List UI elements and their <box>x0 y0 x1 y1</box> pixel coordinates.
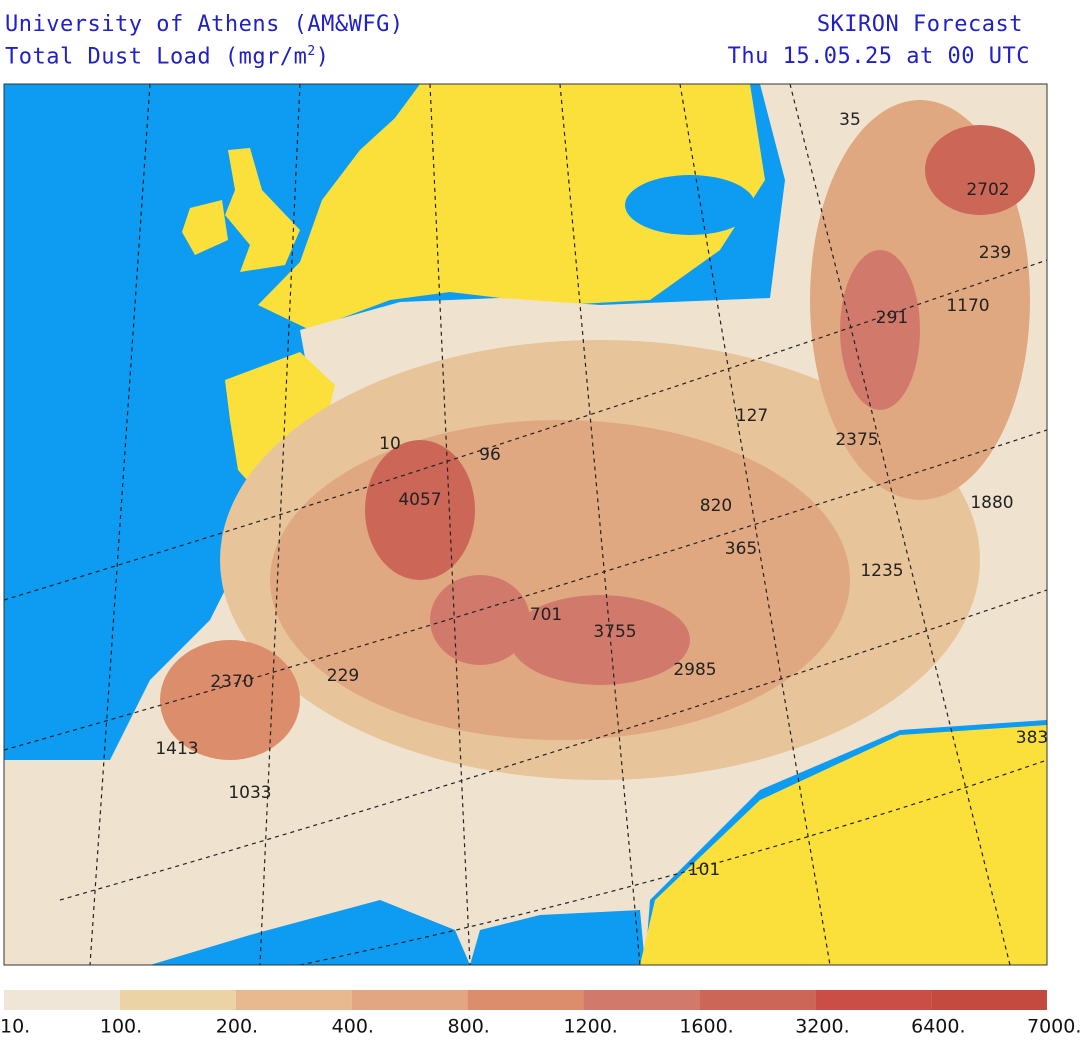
ireland <box>182 200 228 255</box>
dust-1600-a <box>365 440 475 580</box>
colorbar-label: 3200. <box>795 1016 849 1038</box>
frame <box>3 83 1048 966</box>
map-label: 2985 <box>673 660 716 680</box>
map-label: 35 <box>839 110 861 130</box>
dust-400 <box>270 420 850 740</box>
dust-1600-e <box>925 125 1035 215</box>
map-label: 291 <box>876 308 908 328</box>
map-label: 383 <box>1016 728 1048 748</box>
map-label: 820 <box>700 496 732 516</box>
map-label: 10 <box>379 434 401 454</box>
europe-land <box>258 84 765 330</box>
colorbar-swatch <box>699 990 816 1010</box>
graticule <box>4 84 1047 965</box>
colorbar-swatch <box>119 990 236 1010</box>
colorbar-label: 7000. <box>1027 1016 1080 1038</box>
map-label: 1235 <box>860 561 903 581</box>
map-label: 2375 <box>835 430 878 450</box>
parallels <box>4 259 1047 965</box>
colorbar: 10. 100. 200. 400. 800. 1200. 1600. 3200. 6400. 7… <box>0 990 1080 1038</box>
map-label: 4057 <box>398 490 441 510</box>
colorbar-swatch <box>583 990 700 1010</box>
forecast-title: SKIRON Forecast <box>816 12 1023 37</box>
map-label: 127 <box>736 406 768 426</box>
meridians <box>89 84 1011 965</box>
map-label: 101 <box>688 860 720 880</box>
map-label: 2370 <box>210 672 253 692</box>
colorbar-label: 100. <box>100 1016 142 1038</box>
subtitle-text: Total Dust Load (mgr/m <box>5 44 308 70</box>
colorbar-label: 10. <box>0 1016 30 1038</box>
colorbar-swatch <box>815 990 932 1010</box>
africa-south-land <box>640 725 1047 965</box>
subtitle-end: ) <box>315 44 330 70</box>
dust-1600-b <box>510 595 690 685</box>
map-label: 1170 <box>946 296 989 316</box>
subtitle: Total Dust Load (mgr/m2) <box>5 44 329 69</box>
map-label: 365 <box>725 539 757 559</box>
map-label: 1880 <box>970 493 1013 513</box>
map-label: 1413 <box>155 739 198 759</box>
colorbar-label: 1200. <box>563 1016 617 1038</box>
britain <box>225 148 300 272</box>
colorbar-label: 6400. <box>911 1016 965 1038</box>
forecast-time: Thu 15.05.25 at 00 UTC <box>727 44 1030 69</box>
colorbar-label: 800. <box>448 1016 490 1038</box>
gulf-of-guinea <box>470 910 645 965</box>
map-label: 96 <box>479 445 501 465</box>
colorbar-swatch <box>4 990 120 1010</box>
colorbar-swatch <box>351 990 468 1010</box>
colorbar-swatch <box>931 990 1047 1010</box>
map-label: 2702 <box>966 180 1009 200</box>
colorbar-swatch <box>235 990 352 1010</box>
colorbar-swatch <box>467 990 584 1010</box>
colorbar-label: 400. <box>332 1016 374 1038</box>
title: University of Athens (AM&WFG) <box>5 12 404 37</box>
map-label: 3755 <box>593 622 636 642</box>
map-label: 239 <box>979 243 1011 263</box>
dust-1600-c <box>430 575 530 665</box>
map-label: 701 <box>530 605 562 625</box>
colorbar-label: 200. <box>216 1016 258 1038</box>
colorbar-label: 1600. <box>679 1016 733 1038</box>
dust-1600-d <box>840 250 920 410</box>
dust-1200-west <box>160 640 300 760</box>
map-body: 35 2702 239 291 1170 127 2375 1880 10 96 4057 820 36… <box>4 84 1048 965</box>
map-label: 1033 <box>228 783 271 803</box>
superscript: 2 <box>307 44 316 59</box>
map-label: 229 <box>327 666 359 686</box>
black-sea <box>625 175 755 235</box>
labels: 35 2702 239 291 1170 127 2375 1880 10 96 4057 820 36… <box>155 110 1048 880</box>
